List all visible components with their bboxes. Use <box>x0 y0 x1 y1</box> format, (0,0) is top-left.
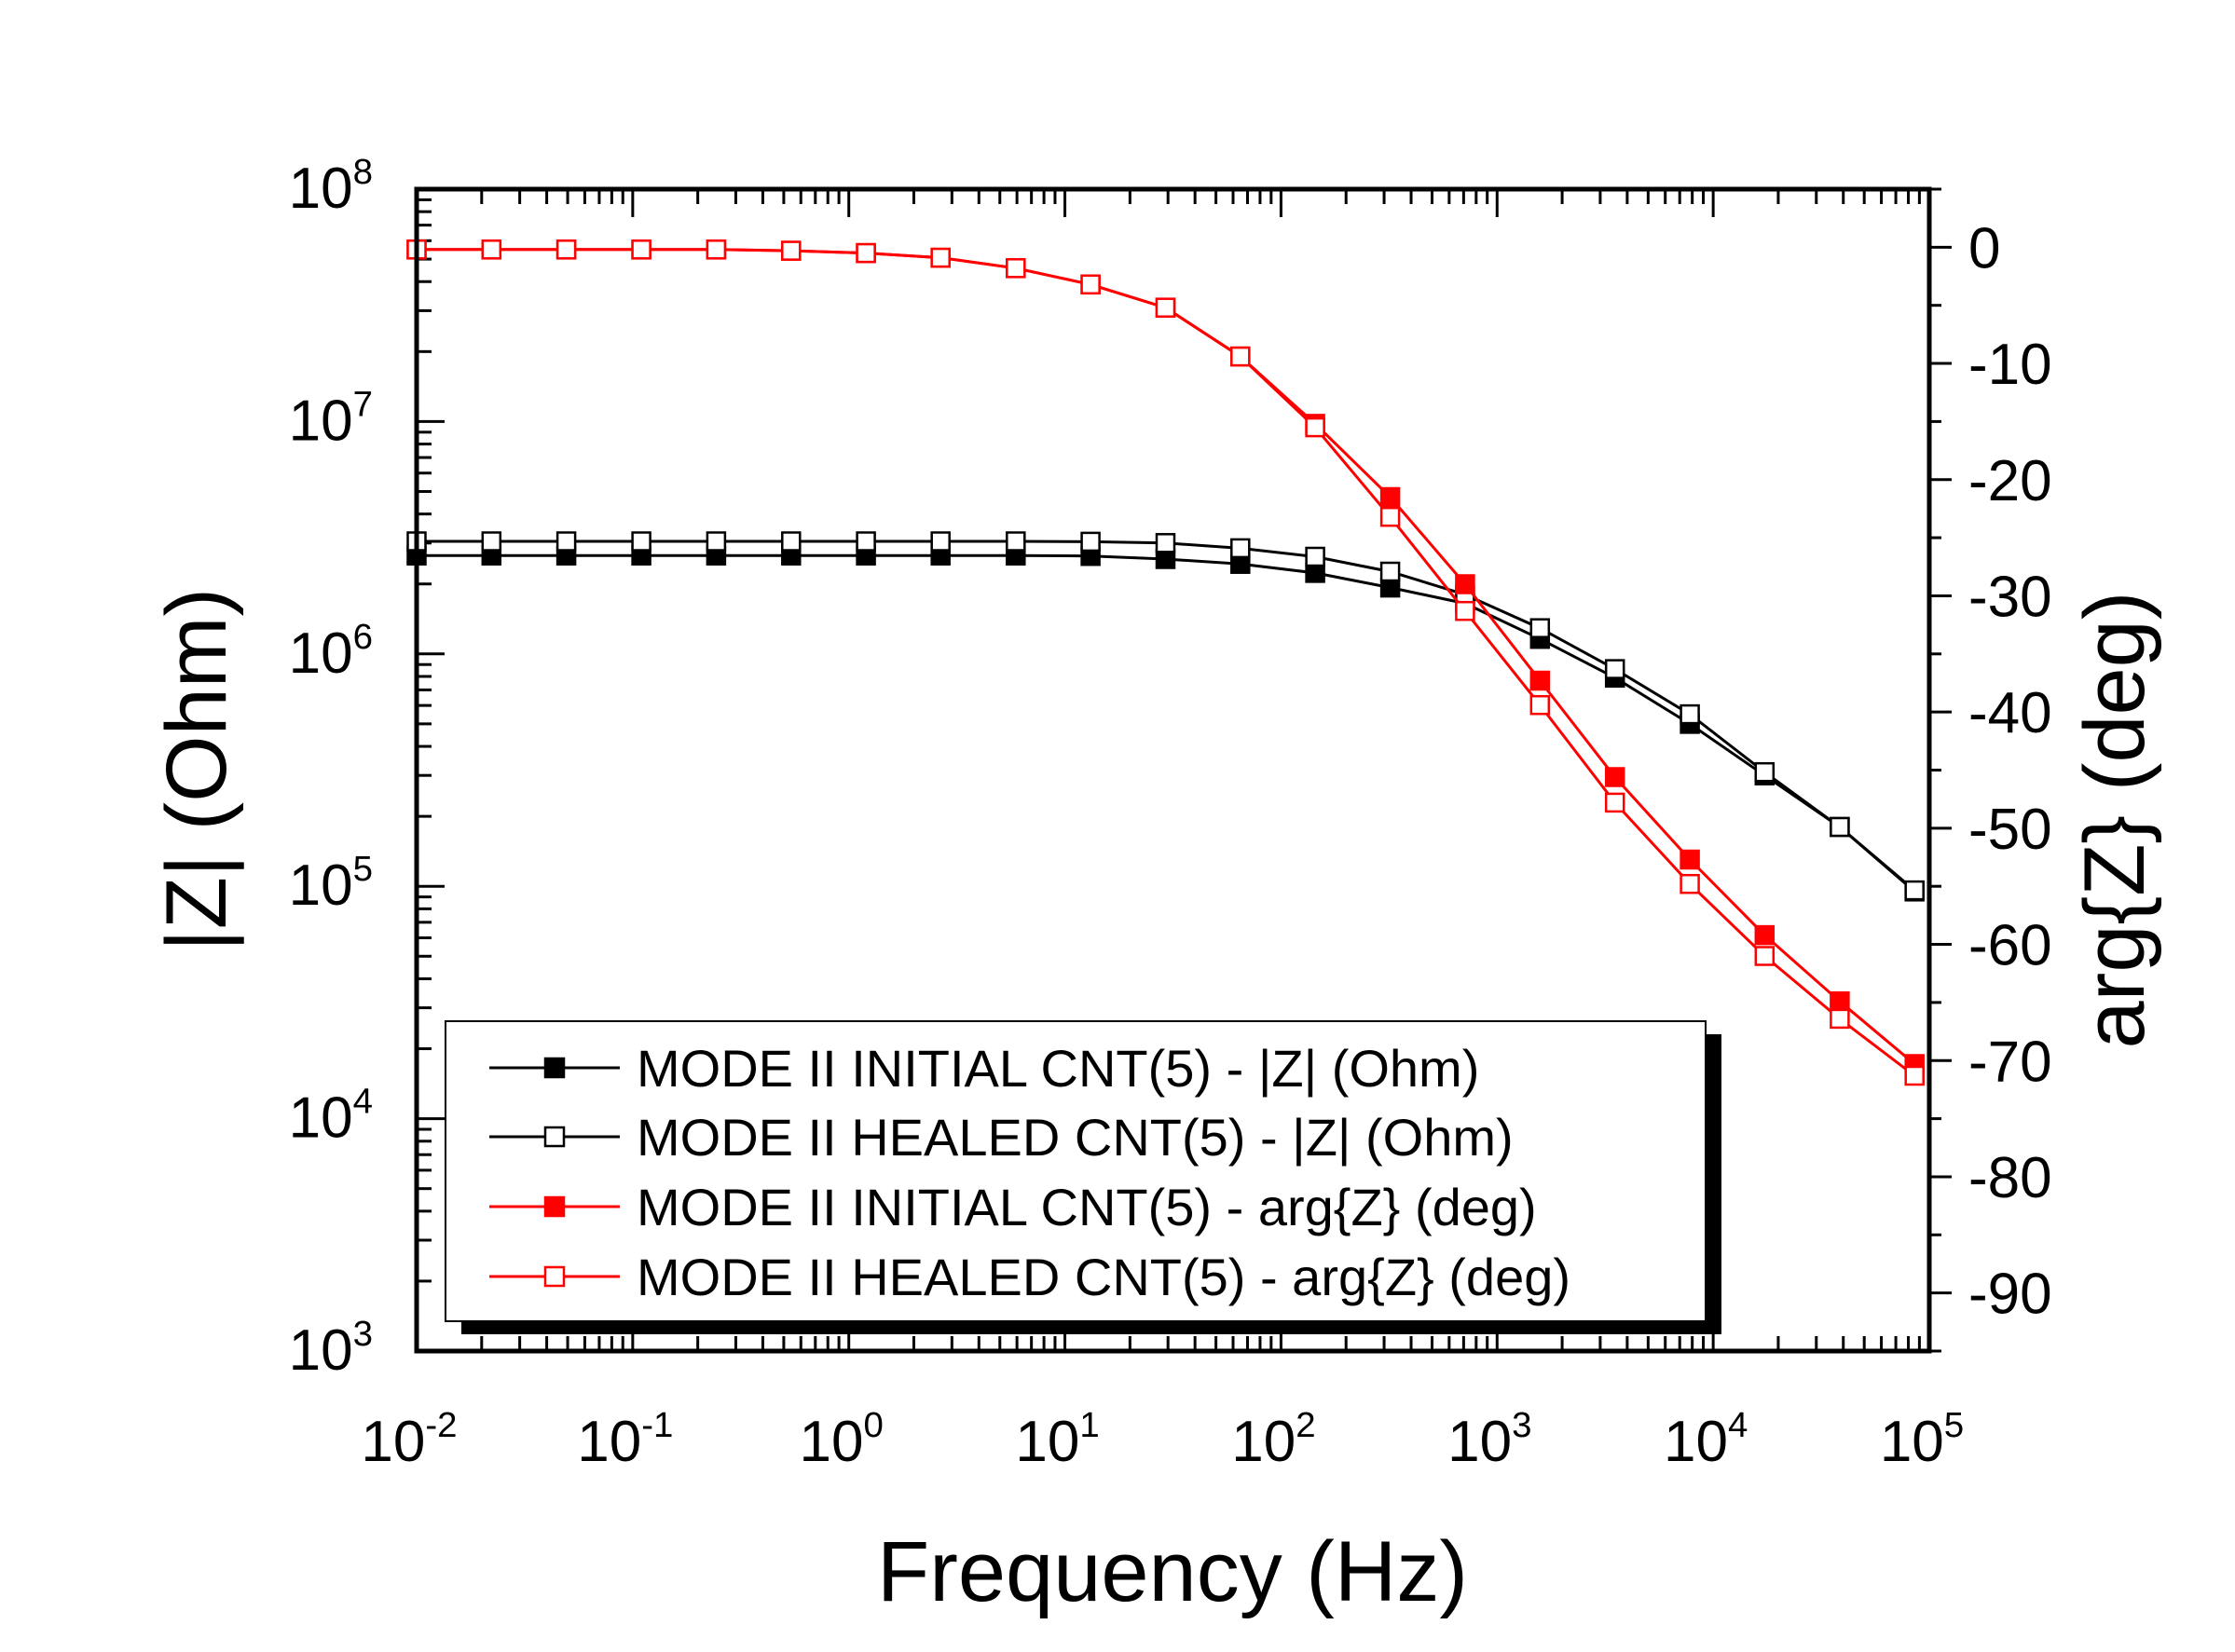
data-point <box>930 247 951 268</box>
data-point <box>555 239 577 260</box>
data-point <box>856 242 876 264</box>
data-point <box>1379 561 1401 582</box>
x-tick-label: 105 <box>1880 1405 1964 1474</box>
y-left-tick-label: 106 <box>289 617 373 686</box>
legend-label: MODE II INITIAL CNT(5) - |Z| (Ohm) <box>637 1039 1479 1098</box>
legend-entry: MODE II INITIAL CNT(5) - |Z| (Ohm) <box>489 1039 1479 1098</box>
x-tick-label: 10-1 <box>577 1405 673 1474</box>
data-point <box>1379 506 1401 527</box>
y-right-tick-label: -30 <box>1968 565 2052 629</box>
data-point <box>1155 533 1176 553</box>
data-point <box>1006 531 1026 552</box>
data-point <box>1230 346 1251 367</box>
data-point <box>1006 258 1026 279</box>
y-left-tick-label: 105 <box>289 849 373 918</box>
data-point <box>1680 849 1700 870</box>
data-point <box>1529 694 1551 716</box>
data-point <box>1904 1065 1925 1086</box>
legend-entry: MODE II HEALED CNT(5) - |Z| (Ohm) <box>489 1108 1514 1167</box>
data-point <box>1604 792 1625 813</box>
y-right-tick-label: -20 <box>1968 449 2052 513</box>
y-left-tick-label: 107 <box>289 384 373 453</box>
data-point <box>1305 546 1325 567</box>
y-right-tick-label: 0 <box>1968 216 2000 280</box>
data-point <box>1529 618 1551 638</box>
y-right-tick-label: -40 <box>1968 681 2052 745</box>
data-point <box>1904 880 1925 901</box>
x-tick-label: 100 <box>800 1405 884 1474</box>
legend-marker <box>543 1195 566 1218</box>
data-point <box>1080 274 1101 295</box>
legend-label: MODE II HEALED CNT(5) - |Z| (Ohm) <box>637 1108 1514 1167</box>
x-tick-label: 102 <box>1231 1405 1315 1474</box>
legend-label: MODE II HEALED CNT(5) - arg{Z} (deg) <box>637 1248 1570 1306</box>
legend-box <box>445 1020 1707 1322</box>
y-left-axis-title: |Z| (Ohm) <box>149 588 244 951</box>
legend-marker <box>543 1057 566 1079</box>
data-point <box>1754 761 1776 783</box>
data-point <box>1830 1008 1850 1030</box>
x-axis-title: Frequency (Hz) <box>877 1524 1468 1619</box>
legend-entry: MODE II HEALED CNT(5) - arg{Z} (deg) <box>489 1248 1570 1306</box>
legend-label: MODE II INITIAL CNT(5) - arg{Z} (deg) <box>637 1178 1537 1236</box>
data-point <box>481 531 502 552</box>
data-point <box>1305 416 1325 438</box>
data-point <box>1830 990 1850 1012</box>
x-tick-label: 104 <box>1664 1405 1748 1474</box>
data-point <box>1455 574 1475 594</box>
series-2 <box>406 531 1925 901</box>
data-point <box>706 531 727 552</box>
legend-marker <box>543 1265 566 1288</box>
data-point <box>631 239 651 260</box>
tick-label-layer: 10-2 10-1 100 101 102 103 104 105 103 104 105 106 10… <box>289 152 2052 1474</box>
data-point <box>781 240 802 261</box>
x-tick-label: 103 <box>1447 1405 1531 1474</box>
ticks-layer <box>415 187 1952 1353</box>
data-point <box>1754 924 1776 946</box>
y-left-tick-label: 108 <box>289 152 373 221</box>
data-point <box>930 531 951 552</box>
legend-entries: MODE II INITIAL CNT(5) - |Z| (Ohm) MODE I… <box>489 1039 1570 1306</box>
data-point <box>1680 873 1700 894</box>
data-point <box>856 531 876 552</box>
data-point <box>1604 659 1625 679</box>
data-point <box>706 239 727 260</box>
y-left-tick-label: 103 <box>289 1314 373 1383</box>
y-right-tick-label: -50 <box>1968 798 2052 862</box>
y-right-tick-label: -60 <box>1968 914 2052 978</box>
legend: MODE II INITIAL CNT(5) - |Z| (Ohm) MODE I… <box>445 1020 1721 1334</box>
y-right-tick-label: -80 <box>1968 1146 2052 1210</box>
plot-frame <box>414 186 1932 1354</box>
y-right-tick-label: -70 <box>1968 1030 2052 1094</box>
data-point <box>781 531 802 552</box>
data-point <box>1080 531 1101 553</box>
y-right-axis-title: arg{Z} (deg) <box>2067 592 2162 1049</box>
data-point <box>1680 703 1700 725</box>
y-right-tick-label: -10 <box>1968 333 2052 397</box>
data-point <box>555 531 577 552</box>
data-point <box>631 531 651 552</box>
data-point <box>1604 767 1625 787</box>
data-point <box>481 239 502 260</box>
data-point <box>1830 816 1850 838</box>
legend-entry: MODE II INITIAL CNT(5) - arg{Z} (deg) <box>489 1178 1537 1236</box>
y-right-tick-label: -90 <box>1968 1263 2052 1327</box>
x-tick-label: 10-2 <box>361 1405 457 1474</box>
series-layer <box>406 239 1925 1086</box>
data-point <box>1379 486 1401 508</box>
data-point <box>1529 670 1551 691</box>
y-left-tick-label: 104 <box>289 1082 373 1151</box>
data-point <box>1455 600 1475 621</box>
x-tick-label: 101 <box>1015 1405 1099 1474</box>
data-point <box>1754 946 1776 966</box>
data-point <box>1230 538 1251 559</box>
data-point <box>1155 297 1176 318</box>
legend-marker <box>543 1126 566 1148</box>
series-4 <box>406 239 1925 1086</box>
